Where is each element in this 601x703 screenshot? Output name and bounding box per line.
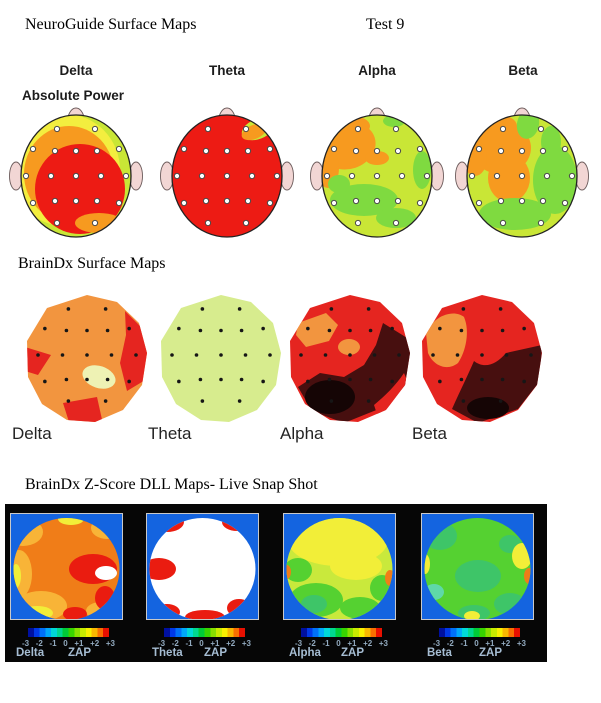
tick: -1 (460, 639, 468, 648)
tick: 0 (474, 639, 479, 648)
tick: +2 (226, 639, 236, 648)
tick: +2 (501, 639, 511, 648)
zap-label: ZAP (68, 647, 91, 659)
zap-label: ZAP (341, 647, 364, 659)
tick: 0 (63, 639, 68, 648)
braindx-map-theta (161, 295, 281, 422)
bx-band-label-beta: Beta (412, 424, 447, 443)
zscore-band-label-delta: Delta (16, 647, 45, 659)
braindx-map-alpha (290, 295, 410, 422)
electrode-dots (173, 125, 281, 227)
zscore-band-label-alpha: Alpha (289, 647, 321, 659)
zscore-map-beta (424, 518, 531, 619)
zscore-panel-beta: -3 -2 -1 0 +1 +2 +3 Beta ZAP (421, 513, 534, 662)
tick: +2 (363, 639, 373, 648)
bx-band-label-alpha: Alpha (280, 424, 324, 443)
zscore-scale-ticks: -3 -2 -1 0 +1 +2 +3 (295, 639, 388, 648)
zscore-band-label-theta: Theta (152, 647, 183, 659)
tick: +1 (210, 639, 220, 648)
braindx-zscore-title: BrainDx Z-Score DLL Maps- Live Snap Shot (25, 476, 318, 493)
tick: -3 (295, 639, 303, 648)
zscore-band-label-beta: Beta (427, 647, 452, 659)
zscore-panel-delta: -3 -2 -1 0 +1 +2 +3 Delta ZAP (10, 513, 123, 662)
zscore-map-frame (283, 513, 396, 620)
topo-fill (172, 115, 282, 237)
electrode-dots (22, 125, 130, 227)
absolute-power-label: Absolute Power (22, 88, 125, 103)
test-label: Test 9 (366, 16, 405, 33)
neuroguide-title: NeuroGuide Surface Maps (25, 16, 197, 33)
topo-fill (27, 295, 147, 422)
tick: 0 (336, 639, 341, 648)
tick: 0 (199, 639, 204, 648)
tick: -2 (308, 639, 316, 648)
bx-band-label-delta: Delta (12, 424, 52, 443)
neuroguide-map-alpha (310, 107, 444, 238)
topo-fill (13, 518, 120, 619)
bx-band-label-theta: Theta (148, 424, 192, 443)
neuroguide-map-delta (9, 107, 143, 238)
tick: +1 (74, 639, 84, 648)
braindx-surface-title: BrainDx Surface Maps (18, 255, 166, 272)
zscore-colorbar (439, 628, 520, 637)
topo-fill (161, 295, 281, 422)
tick: -3 (158, 639, 166, 648)
zscore-map-frame (146, 513, 259, 620)
electrode-dots (468, 125, 576, 227)
topo-fill (286, 518, 393, 619)
ng-band-label-beta: Beta (508, 63, 538, 78)
ng-band-label-theta: Theta (208, 63, 246, 78)
braindx-map-beta (422, 295, 542, 422)
zscore-strip: -3 -2 -1 0 +1 +2 +3 Delta ZAP (5, 504, 547, 662)
topo-fill (21, 115, 131, 237)
electrode-dots (36, 307, 138, 403)
zap-label: ZAP (479, 647, 502, 659)
zscore-map-frame (421, 513, 534, 620)
topo-fill (290, 295, 410, 422)
zscore-colorbar (28, 628, 109, 637)
ng-band-label-alpha: Alpha (358, 63, 396, 78)
tick: -2 (446, 639, 454, 648)
tick: -3 (433, 639, 441, 648)
tick: +3 (105, 639, 115, 648)
braindx-map-delta (27, 295, 147, 422)
zscore-map-delta (13, 518, 120, 619)
zscore-map-theta (149, 518, 256, 619)
zscore-scale-ticks: -3 -2 -1 0 +1 +2 +3 (22, 639, 115, 648)
tick: +3 (241, 639, 251, 648)
electrode-dots (431, 307, 533, 403)
electrode-dots (299, 307, 401, 403)
neuroguide-map-theta (160, 107, 294, 238)
topo-fill (424, 518, 531, 619)
zscore-map-alpha (286, 518, 393, 619)
tick: -2 (35, 639, 43, 648)
topo-fill (422, 295, 542, 422)
electrode-dots (323, 125, 431, 227)
electrode-dots (170, 307, 272, 403)
zscore-panel-theta: -3 -2 -1 0 +1 +2 +3 Theta ZAP (146, 513, 259, 662)
topo-fill (149, 518, 256, 619)
zscore-map-frame (10, 513, 123, 620)
tick: +3 (378, 639, 388, 648)
tick: -2 (171, 639, 179, 648)
zscore-scale-ticks: -3 -2 -1 0 +1 +2 +3 (158, 639, 251, 648)
tick: -3 (22, 639, 30, 648)
tick: +3 (516, 639, 526, 648)
zscore-colorbar (301, 628, 382, 637)
tick: -1 (49, 639, 57, 648)
ng-band-label-delta: Delta (59, 63, 93, 78)
tick: +1 (347, 639, 357, 648)
tick: +2 (90, 639, 100, 648)
neuroguide-map-beta (455, 107, 589, 238)
zscore-colorbar (164, 628, 245, 637)
tick: +1 (485, 639, 495, 648)
zap-label: ZAP (204, 647, 227, 659)
tick: -1 (185, 639, 193, 648)
tick: -1 (322, 639, 330, 648)
zscore-scale-ticks: -3 -2 -1 0 +1 +2 +3 (433, 639, 526, 648)
zscore-panel-alpha: -3 -2 -1 0 +1 +2 +3 Alpha ZAP (283, 513, 396, 662)
